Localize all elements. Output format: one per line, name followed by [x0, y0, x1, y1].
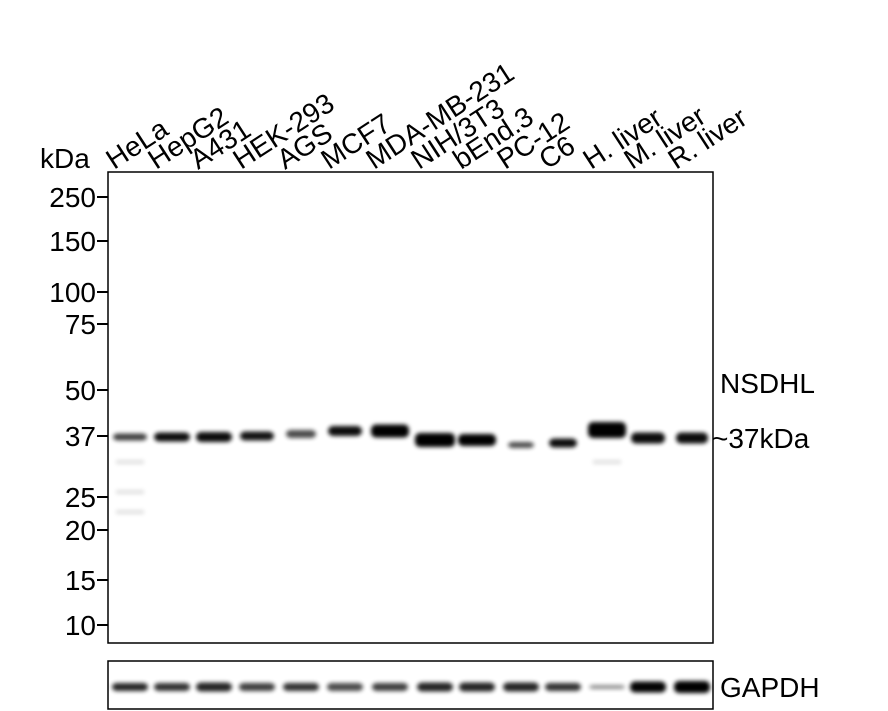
band: [371, 424, 409, 438]
band: [508, 442, 534, 448]
gapdh-band: [239, 683, 275, 691]
gapdh-band: [196, 682, 232, 692]
band: [458, 434, 496, 446]
gapdh-band: [417, 682, 453, 692]
marker-label: 50: [65, 375, 96, 406]
smear: [116, 510, 144, 514]
marker-label: 100: [49, 277, 96, 308]
gapdh-band: [545, 683, 581, 691]
band: [588, 422, 626, 438]
band: [631, 432, 665, 444]
gapdh-band: [327, 683, 363, 691]
gapdh-band: [674, 681, 710, 693]
gapdh-band: [503, 682, 539, 692]
marker-label: 150: [49, 226, 96, 257]
band: [196, 432, 232, 442]
marker-label: 37: [65, 421, 96, 452]
target-label: NSDHL: [720, 368, 815, 399]
band: [113, 433, 147, 441]
loading-control-label: GAPDH: [720, 672, 820, 703]
gapdh-band: [283, 683, 319, 691]
gapdh-band: [372, 683, 408, 691]
gapdh-blot-frame: [107, 660, 714, 710]
smear: [116, 460, 144, 464]
smear: [593, 460, 621, 464]
band: [549, 438, 577, 448]
gapdh-band: [630, 681, 666, 693]
marker-label: 10: [65, 610, 96, 641]
gapdh-band: [589, 685, 625, 689]
band: [240, 431, 274, 441]
main-blot-frame: [107, 171, 714, 644]
gapdh-band: [112, 683, 148, 691]
smear: [116, 490, 144, 494]
marker-label: 25: [65, 482, 96, 513]
marker-label: 75: [65, 309, 96, 340]
band-size-label: ~37kDa: [712, 423, 810, 454]
marker-label: 20: [65, 515, 96, 546]
gapdh-band: [154, 683, 190, 691]
band: [286, 430, 316, 438]
band: [154, 432, 190, 442]
marker-label: 15: [65, 565, 96, 596]
bands: [112, 422, 710, 693]
band: [415, 433, 455, 447]
marker-label: 250: [49, 182, 96, 213]
size-unit: kDa: [40, 143, 90, 174]
band: [676, 432, 708, 444]
band: [328, 426, 362, 436]
gapdh-band: [459, 682, 495, 692]
